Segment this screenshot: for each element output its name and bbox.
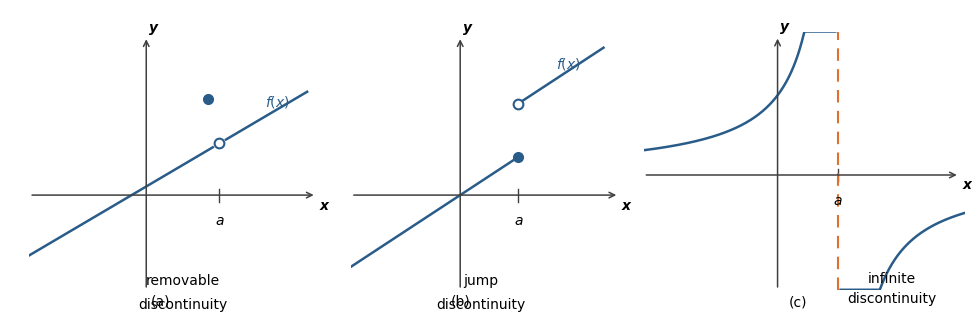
Text: (b): (b) (450, 294, 470, 308)
Text: y: y (780, 20, 789, 34)
Text: a: a (215, 215, 223, 228)
Text: discontinuity: discontinuity (138, 298, 227, 312)
Text: a: a (514, 215, 523, 228)
Text: a: a (834, 194, 842, 209)
Text: infinite: infinite (868, 272, 916, 286)
Text: (c): (c) (789, 295, 807, 310)
Text: jump: jump (463, 274, 498, 288)
Text: (a): (a) (151, 294, 171, 308)
Text: y: y (463, 21, 472, 35)
Text: $f(x)$: $f(x)$ (264, 94, 290, 110)
Text: discontinuity: discontinuity (436, 298, 526, 312)
Text: y: y (149, 21, 158, 35)
Text: x: x (962, 178, 971, 192)
Text: x: x (320, 198, 329, 213)
Text: removable: removable (145, 274, 220, 288)
Text: $f(x)$: $f(x)$ (556, 56, 580, 72)
Text: x: x (622, 198, 631, 213)
Text: discontinuity: discontinuity (847, 292, 936, 306)
